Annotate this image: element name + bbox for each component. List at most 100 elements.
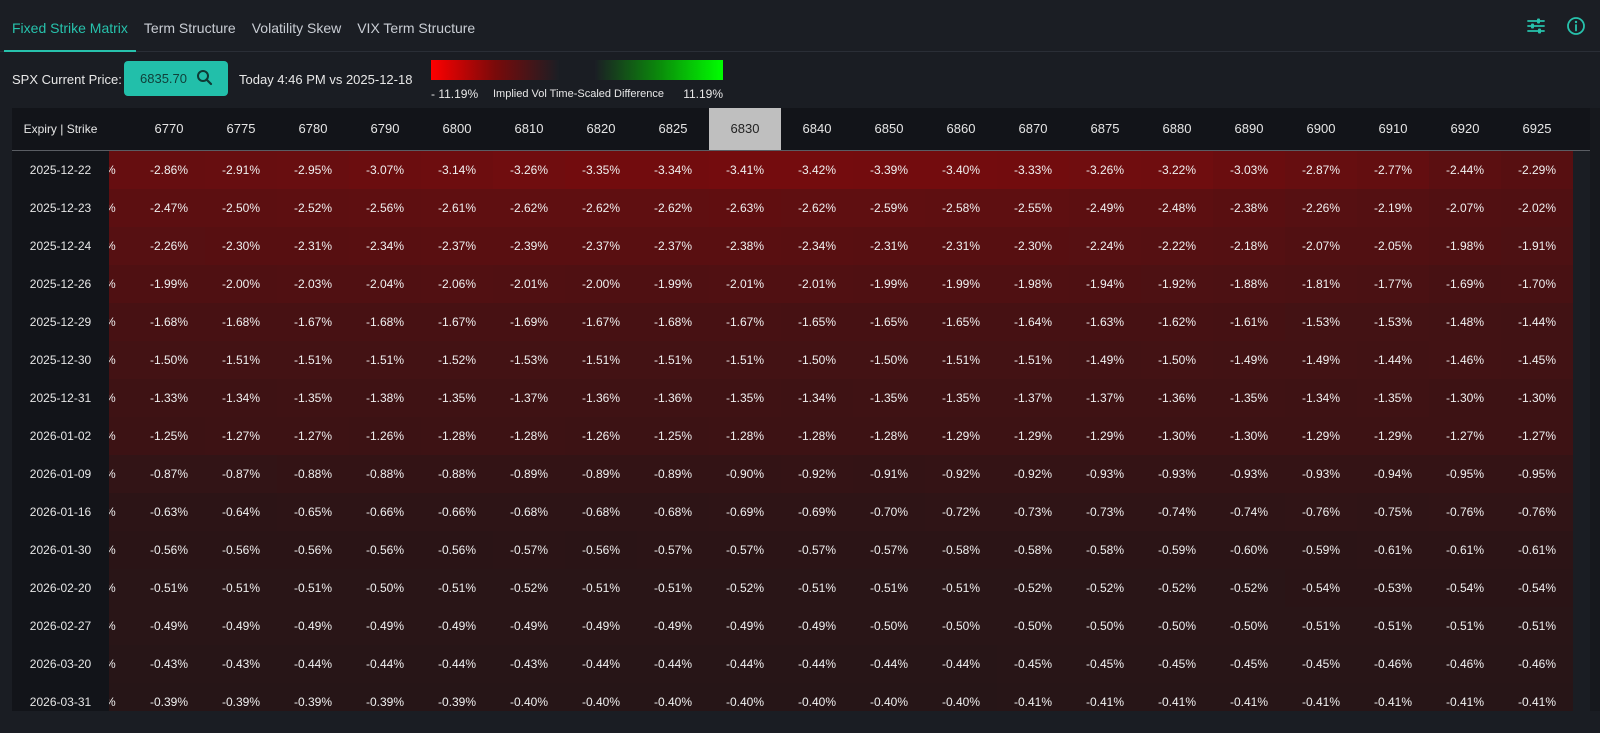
matrix-cell[interactable]: -0.44% xyxy=(565,645,637,683)
matrix-cell[interactable]: -2.87% xyxy=(1285,151,1357,189)
matrix-cell[interactable]: -0.49% xyxy=(421,607,493,645)
matrix-cell[interactable]: -3.33% xyxy=(997,151,1069,189)
matrix-cell[interactable]: -2.00% xyxy=(205,265,277,303)
matrix-cell[interactable]: -1.35% xyxy=(709,379,781,417)
matrix-cell[interactable]: -0.72% xyxy=(925,493,997,531)
matrix-cell-partial[interactable]: % xyxy=(109,265,133,303)
tab-vix-term-structure[interactable]: VIX Term Structure xyxy=(357,20,476,36)
matrix-cell[interactable]: -0.57% xyxy=(637,531,709,569)
matrix-cell[interactable]: -2.05% xyxy=(1357,227,1429,265)
matrix-cell[interactable]: -1.51% xyxy=(997,341,1069,379)
matrix-cell-partial[interactable]: % xyxy=(109,379,133,417)
matrix-cell[interactable]: -0.52% xyxy=(1213,569,1285,607)
matrix-cell[interactable]: -1.67% xyxy=(277,303,349,341)
matrix-cell[interactable]: -0.52% xyxy=(493,569,565,607)
sliders-icon[interactable] xyxy=(1526,16,1546,36)
matrix-cell[interactable]: -1.69% xyxy=(493,303,565,341)
matrix-cell[interactable]: -0.45% xyxy=(1069,645,1141,683)
matrix-cell[interactable]: -0.41% xyxy=(1501,683,1573,711)
matrix-cell[interactable]: -2.31% xyxy=(277,227,349,265)
matrix-cell-partial[interactable]: % xyxy=(109,227,133,265)
matrix-cell[interactable]: -0.56% xyxy=(205,531,277,569)
matrix-cell[interactable]: -1.30% xyxy=(1429,379,1501,417)
matrix-cell[interactable]: -0.92% xyxy=(781,455,853,493)
matrix-cell[interactable]: -2.34% xyxy=(349,227,421,265)
matrix-cell[interactable]: -1.68% xyxy=(349,303,421,341)
matrix-cell[interactable]: -0.51% xyxy=(1285,607,1357,645)
matrix-cell[interactable]: -2.31% xyxy=(925,227,997,265)
matrix-cell[interactable]: -1.53% xyxy=(493,341,565,379)
matrix-cell[interactable]: -1.37% xyxy=(1069,379,1141,417)
matrix-cell[interactable]: -2.38% xyxy=(1213,189,1285,227)
matrix-cell[interactable]: -3.42% xyxy=(781,151,853,189)
matrix-cell[interactable]: -1.61% xyxy=(1213,303,1285,341)
matrix-cell[interactable]: -1.27% xyxy=(277,417,349,455)
matrix-cell[interactable]: -1.37% xyxy=(493,379,565,417)
matrix-cell[interactable]: -1.28% xyxy=(709,417,781,455)
strike-header-6820[interactable]: 6820 xyxy=(586,121,616,136)
matrix-cell[interactable]: -1.99% xyxy=(925,265,997,303)
matrix-cell[interactable]: -2.52% xyxy=(277,189,349,227)
matrix-cell[interactable]: -3.34% xyxy=(637,151,709,189)
strike-header-6840[interactable]: 6840 xyxy=(802,121,832,136)
matrix-cell[interactable]: -0.53% xyxy=(1357,569,1429,607)
matrix-cell[interactable]: -2.49% xyxy=(1069,189,1141,227)
matrix-cell[interactable]: -0.40% xyxy=(637,683,709,711)
matrix-cell[interactable]: -0.51% xyxy=(205,569,277,607)
matrix-cell[interactable]: -0.59% xyxy=(1285,531,1357,569)
matrix-cell[interactable]: -0.39% xyxy=(277,683,349,711)
matrix-cell[interactable]: -0.93% xyxy=(1069,455,1141,493)
matrix-cell[interactable]: -2.37% xyxy=(565,227,637,265)
matrix-cell[interactable]: -1.67% xyxy=(709,303,781,341)
price-search-button[interactable]: 6835.70 xyxy=(124,61,228,96)
matrix-cell[interactable]: -1.30% xyxy=(1501,379,1573,417)
matrix-cell[interactable]: -1.67% xyxy=(565,303,637,341)
matrix-cell[interactable]: -0.58% xyxy=(1069,531,1141,569)
matrix-cell[interactable]: -1.50% xyxy=(133,341,205,379)
matrix-cell[interactable]: -0.49% xyxy=(133,607,205,645)
matrix-cell[interactable]: -1.49% xyxy=(1213,341,1285,379)
matrix-cell[interactable]: -0.57% xyxy=(709,531,781,569)
matrix-cell[interactable]: -0.44% xyxy=(421,645,493,683)
matrix-cell[interactable]: -0.51% xyxy=(1429,607,1501,645)
strike-header-6910[interactable]: 6910 xyxy=(1378,121,1408,136)
matrix-cell[interactable]: -1.36% xyxy=(565,379,637,417)
matrix-cell[interactable]: -1.50% xyxy=(781,341,853,379)
strike-header-6860[interactable]: 6860 xyxy=(946,121,976,136)
matrix-cell[interactable]: -2.95% xyxy=(277,151,349,189)
matrix-cell[interactable]: -0.44% xyxy=(709,645,781,683)
matrix-cell-partial[interactable]: % xyxy=(109,417,133,455)
matrix-cell[interactable]: -1.30% xyxy=(1213,417,1285,455)
strike-header-6810[interactable]: 6810 xyxy=(514,121,544,136)
matrix-cell[interactable]: -0.51% xyxy=(925,569,997,607)
matrix-cell[interactable]: -1.44% xyxy=(1501,303,1573,341)
matrix-cell[interactable]: -2.22% xyxy=(1141,227,1213,265)
matrix-cell[interactable]: -0.50% xyxy=(1141,607,1213,645)
matrix-cell[interactable]: -1.26% xyxy=(565,417,637,455)
matrix-cell[interactable]: -0.93% xyxy=(1141,455,1213,493)
matrix-cell[interactable]: -0.87% xyxy=(205,455,277,493)
matrix-cell[interactable]: -1.33% xyxy=(133,379,205,417)
matrix-cell[interactable]: -0.89% xyxy=(493,455,565,493)
matrix-cell[interactable]: -0.45% xyxy=(1141,645,1213,683)
matrix-cell[interactable]: -2.29% xyxy=(1501,151,1573,189)
matrix-cell[interactable]: -0.39% xyxy=(349,683,421,711)
vertical-scrollbar[interactable] xyxy=(1590,108,1600,711)
matrix-cell[interactable]: -0.88% xyxy=(421,455,493,493)
matrix-cell[interactable]: -2.02% xyxy=(1501,189,1573,227)
matrix-cell-partial[interactable]: % xyxy=(109,607,133,645)
matrix-cell[interactable]: -0.51% xyxy=(637,569,709,607)
matrix-cell[interactable]: -0.58% xyxy=(925,531,997,569)
matrix-cell[interactable]: -2.01% xyxy=(493,265,565,303)
matrix-cell[interactable]: -0.43% xyxy=(205,645,277,683)
matrix-cell[interactable]: -1.29% xyxy=(1069,417,1141,455)
strike-header-6825[interactable]: 6825 xyxy=(658,121,688,136)
matrix-cell[interactable]: -0.76% xyxy=(1501,493,1573,531)
matrix-cell[interactable]: -0.46% xyxy=(1501,645,1573,683)
matrix-cell[interactable]: -1.51% xyxy=(205,341,277,379)
matrix-cell[interactable]: -2.39% xyxy=(493,227,565,265)
strike-header-6790[interactable]: 6790 xyxy=(370,121,400,136)
matrix-cell[interactable]: -0.40% xyxy=(709,683,781,711)
matrix-cell[interactable]: -0.56% xyxy=(565,531,637,569)
matrix-cell[interactable]: -0.56% xyxy=(133,531,205,569)
